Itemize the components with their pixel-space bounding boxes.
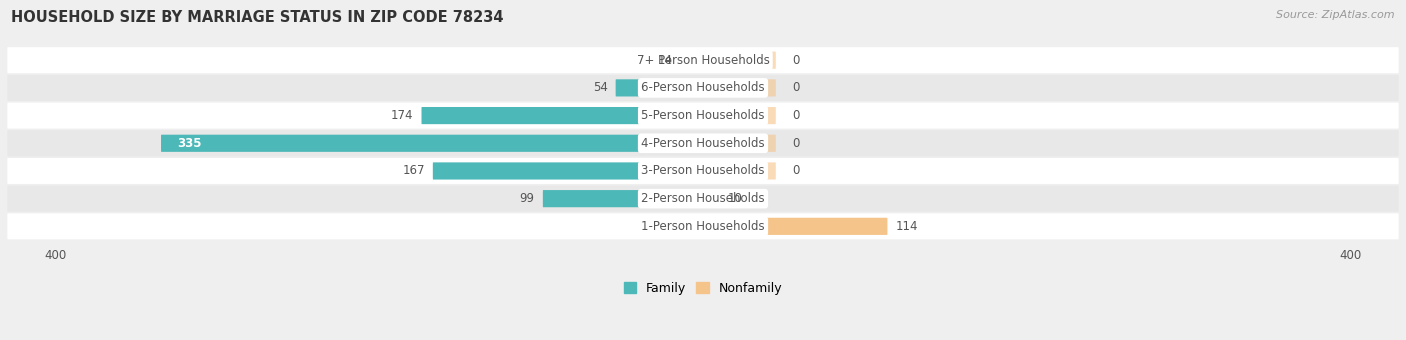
- Text: 167: 167: [402, 165, 425, 177]
- Text: 0: 0: [792, 81, 800, 95]
- FancyBboxPatch shape: [162, 135, 703, 152]
- Legend: Family, Nonfamily: Family, Nonfamily: [624, 282, 782, 295]
- Text: 0: 0: [792, 109, 800, 122]
- FancyBboxPatch shape: [422, 107, 703, 124]
- Text: Source: ZipAtlas.com: Source: ZipAtlas.com: [1277, 10, 1395, 20]
- FancyBboxPatch shape: [703, 218, 887, 235]
- Text: 7+ Person Households: 7+ Person Households: [637, 54, 769, 67]
- Text: 174: 174: [391, 109, 413, 122]
- FancyBboxPatch shape: [7, 158, 1399, 184]
- Text: 14: 14: [657, 54, 672, 67]
- Text: 0: 0: [792, 165, 800, 177]
- Text: 99: 99: [520, 192, 534, 205]
- FancyBboxPatch shape: [7, 186, 1399, 212]
- Text: 0: 0: [792, 137, 800, 150]
- Text: 1-Person Households: 1-Person Households: [641, 220, 765, 233]
- Text: HOUSEHOLD SIZE BY MARRIAGE STATUS IN ZIP CODE 78234: HOUSEHOLD SIZE BY MARRIAGE STATUS IN ZIP…: [11, 10, 503, 25]
- FancyBboxPatch shape: [7, 47, 1399, 73]
- Text: 4-Person Households: 4-Person Households: [641, 137, 765, 150]
- FancyBboxPatch shape: [616, 79, 703, 97]
- FancyBboxPatch shape: [703, 79, 776, 97]
- FancyBboxPatch shape: [7, 103, 1399, 129]
- Text: 6-Person Households: 6-Person Households: [641, 81, 765, 95]
- FancyBboxPatch shape: [703, 190, 720, 207]
- Text: 335: 335: [177, 137, 201, 150]
- Text: 2-Person Households: 2-Person Households: [641, 192, 765, 205]
- Text: 54: 54: [593, 81, 607, 95]
- FancyBboxPatch shape: [7, 75, 1399, 101]
- FancyBboxPatch shape: [703, 135, 776, 152]
- FancyBboxPatch shape: [703, 52, 776, 69]
- FancyBboxPatch shape: [703, 107, 776, 124]
- FancyBboxPatch shape: [433, 163, 703, 180]
- FancyBboxPatch shape: [543, 190, 703, 207]
- FancyBboxPatch shape: [703, 163, 776, 180]
- Text: 0: 0: [792, 54, 800, 67]
- Text: 3-Person Households: 3-Person Households: [641, 165, 765, 177]
- Text: 114: 114: [896, 220, 918, 233]
- FancyBboxPatch shape: [7, 130, 1399, 156]
- Text: 5-Person Households: 5-Person Households: [641, 109, 765, 122]
- FancyBboxPatch shape: [681, 52, 703, 69]
- Text: 10: 10: [727, 192, 742, 205]
- FancyBboxPatch shape: [7, 213, 1399, 239]
